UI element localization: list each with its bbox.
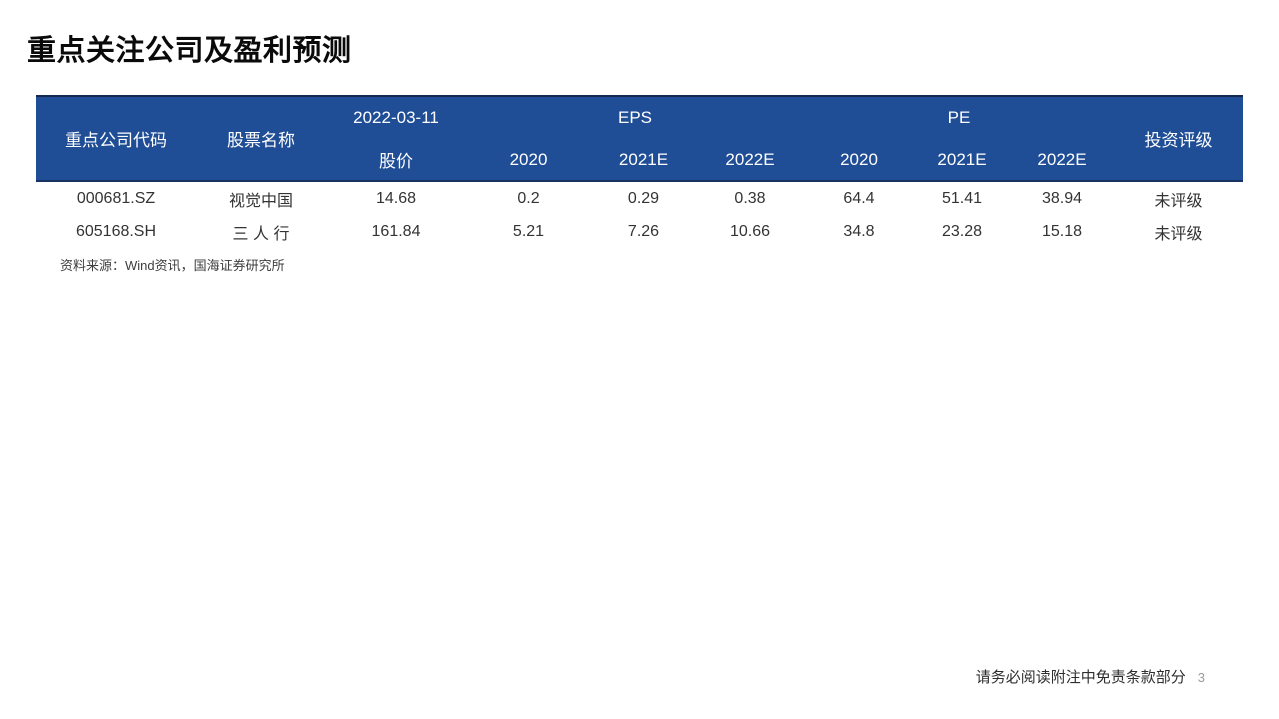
header-eps-2020: 2020 — [466, 139, 591, 181]
source-note: 资料来源：Wind资讯，国海证券研究所 — [60, 258, 285, 273]
header-row-bottom: 股价 2020 2021E 2022E 2020 2021E 2022E — [36, 139, 1243, 181]
header-price: 股价 — [326, 139, 466, 181]
table-cell-rating: 未评级 — [1114, 181, 1243, 215]
table-cell-eps-2022e: 10.66 — [696, 215, 804, 248]
forecast-table: 重点公司代码 股票名称 2022-03-11 EPS PE 投资评级 股价 20… — [36, 95, 1243, 248]
table-cell-pe-2021e: 23.28 — [914, 215, 1010, 248]
header-pe-2022e: 2022E — [1010, 139, 1114, 181]
table-cell-pe-2022e: 15.18 — [1010, 215, 1114, 248]
table-cell-pe-2022e: 38.94 — [1010, 181, 1114, 215]
table-cell-rating: 未评级 — [1114, 215, 1243, 248]
table-cell-eps-2020: 5.21 — [466, 215, 591, 248]
table-cell-pe-2020: 64.4 — [804, 181, 914, 215]
header-eps-2021e: 2021E — [591, 139, 696, 181]
table-cell-code: 605168.SH — [36, 215, 196, 248]
table-cell-name: 三 人 行 — [196, 215, 326, 248]
table-body: 000681.SZ 视觉中国 14.68 0.2 0.29 0.38 64.4 … — [36, 181, 1243, 248]
table-cell-eps-2020: 0.2 — [466, 181, 591, 215]
table-cell-code: 000681.SZ — [36, 181, 196, 215]
header-date: 2022-03-11 — [326, 96, 466, 139]
footer: 请务必阅读附注中免责条款部分 3 — [976, 666, 1205, 687]
page-title: 重点关注公司及盈利预测 — [27, 35, 352, 68]
table-cell-eps-2021e: 7.26 — [591, 215, 696, 248]
table-cell-eps-2022e: 0.38 — [696, 181, 804, 215]
header-pe-2021e: 2021E — [914, 139, 1010, 181]
header-stock-name: 股票名称 — [196, 96, 326, 181]
table-cell-pe-2021e: 51.41 — [914, 181, 1010, 215]
header-eps-2022e: 2022E — [696, 139, 804, 181]
page-number: 3 — [1197, 670, 1205, 685]
header-eps-group: EPS — [466, 96, 804, 139]
table-cell-price: 14.68 — [326, 181, 466, 215]
footer-disclaimer: 请务必阅读附注中免责条款部分 — [975, 669, 1186, 686]
header-rating: 投资评级 — [1114, 96, 1243, 181]
table-row: 000681.SZ 视觉中国 14.68 0.2 0.29 0.38 64.4 … — [36, 181, 1243, 215]
forecast-table-container: 重点公司代码 股票名称 2022-03-11 EPS PE 投资评级 股价 20… — [36, 95, 1243, 248]
table-cell-pe-2020: 34.8 — [804, 215, 914, 248]
table-header: 重点公司代码 股票名称 2022-03-11 EPS PE 投资评级 股价 20… — [36, 96, 1243, 181]
header-pe-2020: 2020 — [804, 139, 914, 181]
table-cell-name: 视觉中国 — [196, 181, 326, 215]
header-company-code: 重点公司代码 — [36, 96, 196, 181]
table-cell-price: 161.84 — [326, 215, 466, 248]
header-row-top: 重点公司代码 股票名称 2022-03-11 EPS PE 投资评级 — [36, 96, 1243, 181]
table-row: 605168.SH 三 人 行 161.84 5.21 7.26 10.66 3… — [36, 215, 1243, 248]
table-cell-eps-2021e: 0.29 — [591, 181, 696, 215]
header-pe-group: PE — [804, 96, 1114, 139]
